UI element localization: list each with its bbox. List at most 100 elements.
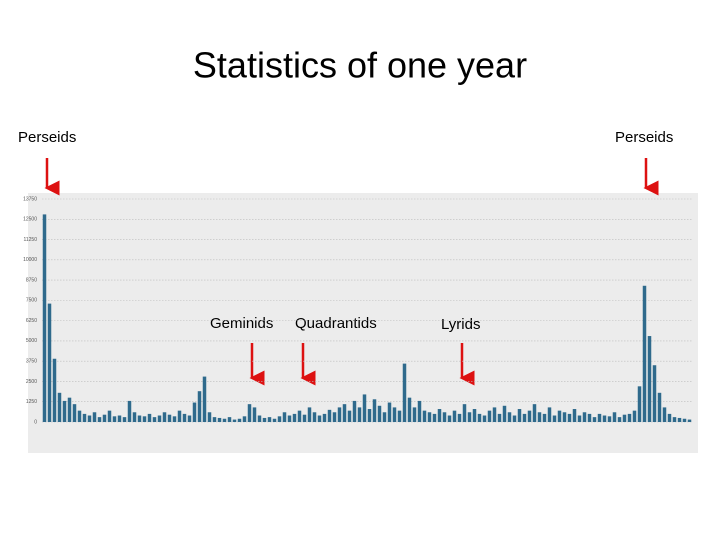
- bar: [317, 415, 322, 422]
- bar: [137, 415, 142, 422]
- bar: [277, 416, 282, 422]
- bar: [437, 409, 442, 422]
- bar: [622, 414, 627, 422]
- bar: [117, 415, 122, 422]
- annotation: Perseids: [615, 129, 673, 146]
- bar: [267, 417, 272, 422]
- bar: [637, 386, 642, 422]
- y-tick-label: 6250: [26, 318, 37, 324]
- bar: [457, 413, 462, 422]
- annotation: Perseids: [18, 129, 76, 146]
- y-tick-label: 7500: [26, 298, 37, 304]
- bar: [62, 400, 67, 422]
- bar: [97, 417, 102, 422]
- bar: [287, 415, 292, 422]
- bar: [627, 413, 632, 422]
- bar: [517, 409, 522, 422]
- bar: [377, 405, 382, 422]
- bar: [617, 417, 622, 422]
- bar: [87, 415, 92, 422]
- bar: [402, 363, 407, 422]
- bar: [582, 412, 587, 422]
- y-tick-label: 11250: [23, 237, 37, 243]
- bar: [462, 404, 467, 422]
- bar: [647, 336, 652, 422]
- bar: [367, 409, 372, 422]
- bar: [167, 414, 172, 422]
- bar: [492, 407, 497, 422]
- bar: [187, 415, 192, 422]
- bar: [47, 303, 52, 422]
- y-tick-label: 5000: [26, 338, 37, 344]
- annotation: Quadrantids: [295, 315, 377, 332]
- bar: [242, 416, 247, 422]
- bar: [357, 407, 362, 422]
- slide-title: Statistics of one year: [193, 45, 527, 86]
- bar: [452, 410, 457, 422]
- bar: [172, 416, 177, 422]
- bar: [312, 412, 317, 422]
- bar: [252, 407, 257, 422]
- bar: [372, 399, 377, 422]
- y-tick-label: 13750: [23, 196, 37, 202]
- y-tick-label: 8750: [26, 277, 37, 283]
- bar: [482, 415, 487, 422]
- bar: [42, 214, 47, 422]
- bar: [112, 416, 117, 422]
- bar: [652, 365, 657, 422]
- y-tick-label: 10000: [23, 257, 37, 263]
- bar: [82, 413, 87, 422]
- bar: [507, 412, 512, 422]
- arrows: [44, 158, 659, 386]
- bar: [512, 415, 517, 422]
- bar: [532, 404, 537, 422]
- bar: [527, 410, 532, 422]
- y-tick-label: 2500: [26, 379, 37, 385]
- bar: [217, 417, 222, 422]
- bar: [107, 410, 112, 422]
- bar: [557, 410, 562, 422]
- bar: [522, 413, 527, 422]
- bar: [687, 419, 692, 422]
- bar: [632, 410, 637, 422]
- bar: [502, 405, 507, 422]
- bar: [682, 418, 687, 422]
- bar: [642, 285, 647, 422]
- bar: [177, 410, 182, 422]
- bar: [672, 417, 677, 422]
- bar: [427, 412, 432, 422]
- bar: [677, 417, 682, 422]
- bar: [477, 413, 482, 422]
- annotation: Lyrids: [441, 316, 480, 333]
- bar: [597, 413, 602, 422]
- bar: [432, 413, 437, 422]
- bar: [92, 412, 97, 422]
- bar: [222, 418, 227, 422]
- bar: [127, 400, 132, 422]
- bar: [572, 409, 577, 422]
- bar: [197, 391, 202, 422]
- bar: [467, 412, 472, 422]
- bar: [352, 400, 357, 422]
- bar: [202, 376, 207, 422]
- y-tick-label: 12500: [23, 217, 37, 223]
- bar: [282, 412, 287, 422]
- bar: [602, 415, 607, 422]
- bar: [332, 412, 337, 422]
- bar: [407, 397, 412, 422]
- bar: [122, 417, 127, 422]
- bar: [192, 402, 197, 422]
- bar: [577, 415, 582, 422]
- bar: [472, 409, 477, 422]
- y-tick-label: 1250: [26, 399, 37, 405]
- bar: [607, 416, 612, 422]
- bar: [542, 413, 547, 422]
- bar: [207, 412, 212, 422]
- bar: [337, 407, 342, 422]
- bar: [227, 417, 232, 422]
- bar: [362, 394, 367, 422]
- bar: [162, 412, 167, 422]
- y-tick-label: 3750: [26, 359, 37, 365]
- bar: [67, 397, 72, 422]
- bar: [552, 415, 557, 422]
